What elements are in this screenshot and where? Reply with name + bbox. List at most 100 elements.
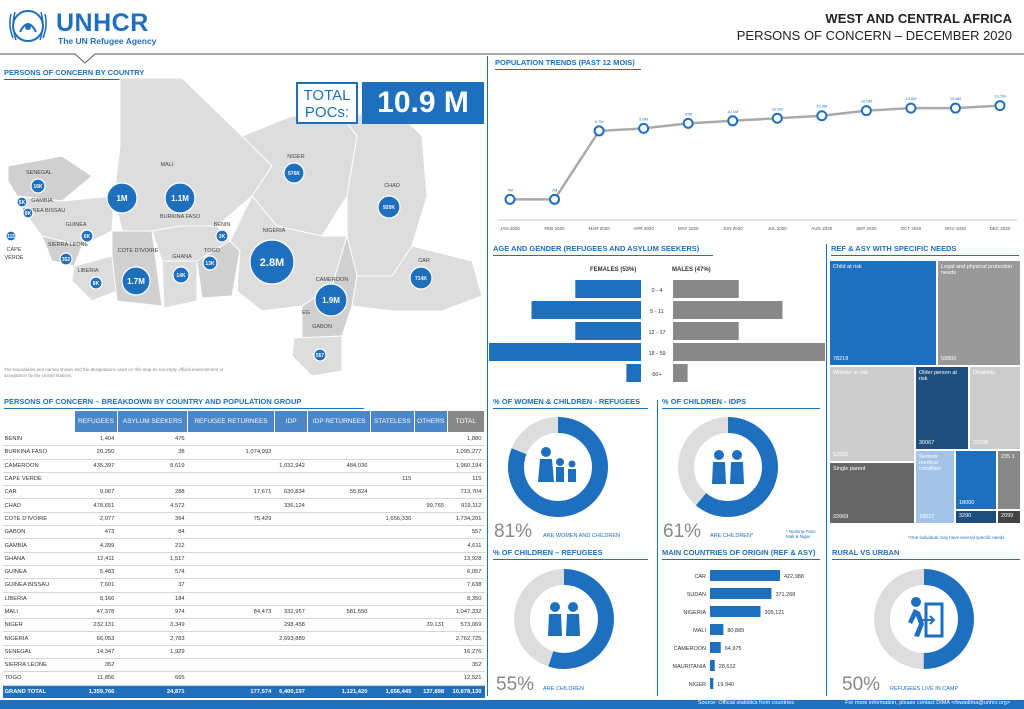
row-cell [414,485,448,500]
row-cell [307,445,371,460]
map-label-ghana: GHANA [172,254,192,260]
origin-country-label: SUDAN [687,592,706,598]
row-cell: 298,458 [274,618,308,633]
row-cell: 1,047,332 [447,605,485,620]
row-cell: 16,276 [447,645,485,660]
row-cell [187,459,275,473]
unhcr-logo: UNHCR The UN Refugee Agency [6,6,176,48]
row-cell [187,525,275,540]
map-label-cameroon: CAMEROON [316,277,348,283]
map-bubble-togo: 13K [205,261,215,267]
children-refugees-caption: ARE CHILDREN [543,686,584,692]
children-idps-percent: 61% [663,521,702,542]
table-grand-total-row: GRAND TOTAL 1,359,766 24,871 177,574 6,400,1… [2,685,485,699]
row-cell [187,498,275,513]
row-cell [370,432,415,447]
origin-country-label: MALI [693,628,706,634]
row-cell [274,432,308,447]
row-cell [187,552,275,566]
trend-value-label: 10.6M [905,96,916,101]
pyramid-female-bar [489,343,641,361]
row-cell: 1,095,277 [447,445,485,460]
trend-value-label: 10.2M [772,106,783,111]
row-cell [307,658,371,673]
row-cell [187,565,275,580]
children-idps-section-title: % OF CHILDREN - IDPs [662,397,820,409]
row-cell: 4,399 [74,538,118,553]
map-bubble-benin: 2K [219,234,226,240]
row-cell [274,538,308,553]
needs-unlabelled-4: 2099 [998,511,1020,523]
table-row: SENEGAL 14,347 1,929 16,276 [2,645,485,660]
needs-older-person: Older person at risk 30067 [916,367,968,449]
row-cell: 13,928 [447,552,485,566]
map-bubble-gabon: 557 [316,353,325,359]
row-cell: 476 [117,432,188,447]
row-cell: 12,521 [447,671,485,686]
row-country: CAPE VERDE [2,472,75,487]
row-cell: 20,250 [74,445,118,460]
row-country: SIERRA LEONE [2,658,75,673]
row-cell [307,578,371,593]
row-cell [274,472,308,487]
row-cell [187,671,275,686]
map-label-gambia: GAMBIA [31,198,53,204]
row-cell [74,472,118,487]
map-bubble-senegal: 16K [33,184,43,190]
row-cell: 665 [117,671,188,686]
trend-point [549,193,561,205]
map-label-senegal: SENEGAL [26,170,52,176]
row-cell: 184 [117,592,188,606]
pyramid-male-bar [673,343,825,361]
row-cell [414,605,448,620]
origin-section-title: MAIN COUNTRIES OF ORIGIN (REF & ASY) [662,548,820,560]
map-bubble-liberia: 8K [93,281,100,287]
trends-chart: 7M JAN 2020 7M FEB 2020 9.7M MAR 2020 9.8M APR … [497,94,1017,231]
grand-total-label: GRAND TOTAL [2,685,75,699]
table-row: TOGO 11,856 665 12,521 [2,671,485,686]
children-refugees-section-title: % OF CHILDREN – REFUGEES [493,548,648,560]
needs-unlabelled-3: 235 1 [998,451,1020,509]
grand-total-cell: 24,871 [117,685,188,699]
needs-single-parent: Single parent 22669 [830,463,914,523]
row-country: GABON [2,525,75,540]
row-cell [307,671,371,686]
trend-x-label: MAY 2020 [678,226,699,231]
footer-contact[interactable]: For more information, please contact DIM… [845,700,1010,706]
row-cell [370,618,415,633]
origin-country-label: CAR [694,574,706,580]
row-country: GUINEA [2,565,75,580]
logo-name: UNHCR [56,9,149,37]
row-cell: 573,069 [447,618,485,633]
row-cell [370,605,415,620]
map-label-burkina-faso: BURKINA FASO [160,214,201,220]
row-cell: 232,131 [74,618,118,633]
trend-value-label: 10M [684,111,692,116]
row-cell [414,445,448,460]
donut-fill [508,417,608,517]
table-row: NIGER 232,131 3,349 298,458 39,131 573,069 [2,618,485,633]
trend-point [994,100,1006,112]
row-cell: 352 [447,658,485,673]
row-cell: 39,131 [414,618,448,633]
row-cell [117,472,188,487]
origin-bar [710,570,780,581]
table-row: BENIN 1,404 476 1,880 [2,432,485,447]
age-gender-pyramid: 0 - 4 5 - 11 12 - 17 18 - 59 60+ [489,280,825,382]
trend-point [860,105,872,117]
women-children-caption: ARE WOMEN AND CHILDREN [543,533,621,539]
page-subtitle: PERSONS OF CONCERN – DECEMBER 2020 [736,28,1012,43]
donut-fill [514,569,614,669]
needs-child-at-risk: Child at risk 78218 [830,261,936,365]
map-section-title: PERSONS OF CONCERN BY COUNTRY [4,68,174,80]
map-bubble-guinea: 6K [84,234,91,240]
row-cell: 2,077 [74,512,118,527]
row-cell: 9,067 [74,485,118,500]
table-row: CHAD 478,651 4,572 336,124 99,765 919,112 [2,498,485,513]
origin-value-label: 19,940 [717,682,734,688]
needs-legal-protection: Legal and physical protection needs 5980… [938,261,1020,365]
row-cell [307,618,371,633]
row-cell [414,512,448,527]
rural-urban-percent: 50% [842,674,881,695]
row-country: GHANA [2,552,75,566]
